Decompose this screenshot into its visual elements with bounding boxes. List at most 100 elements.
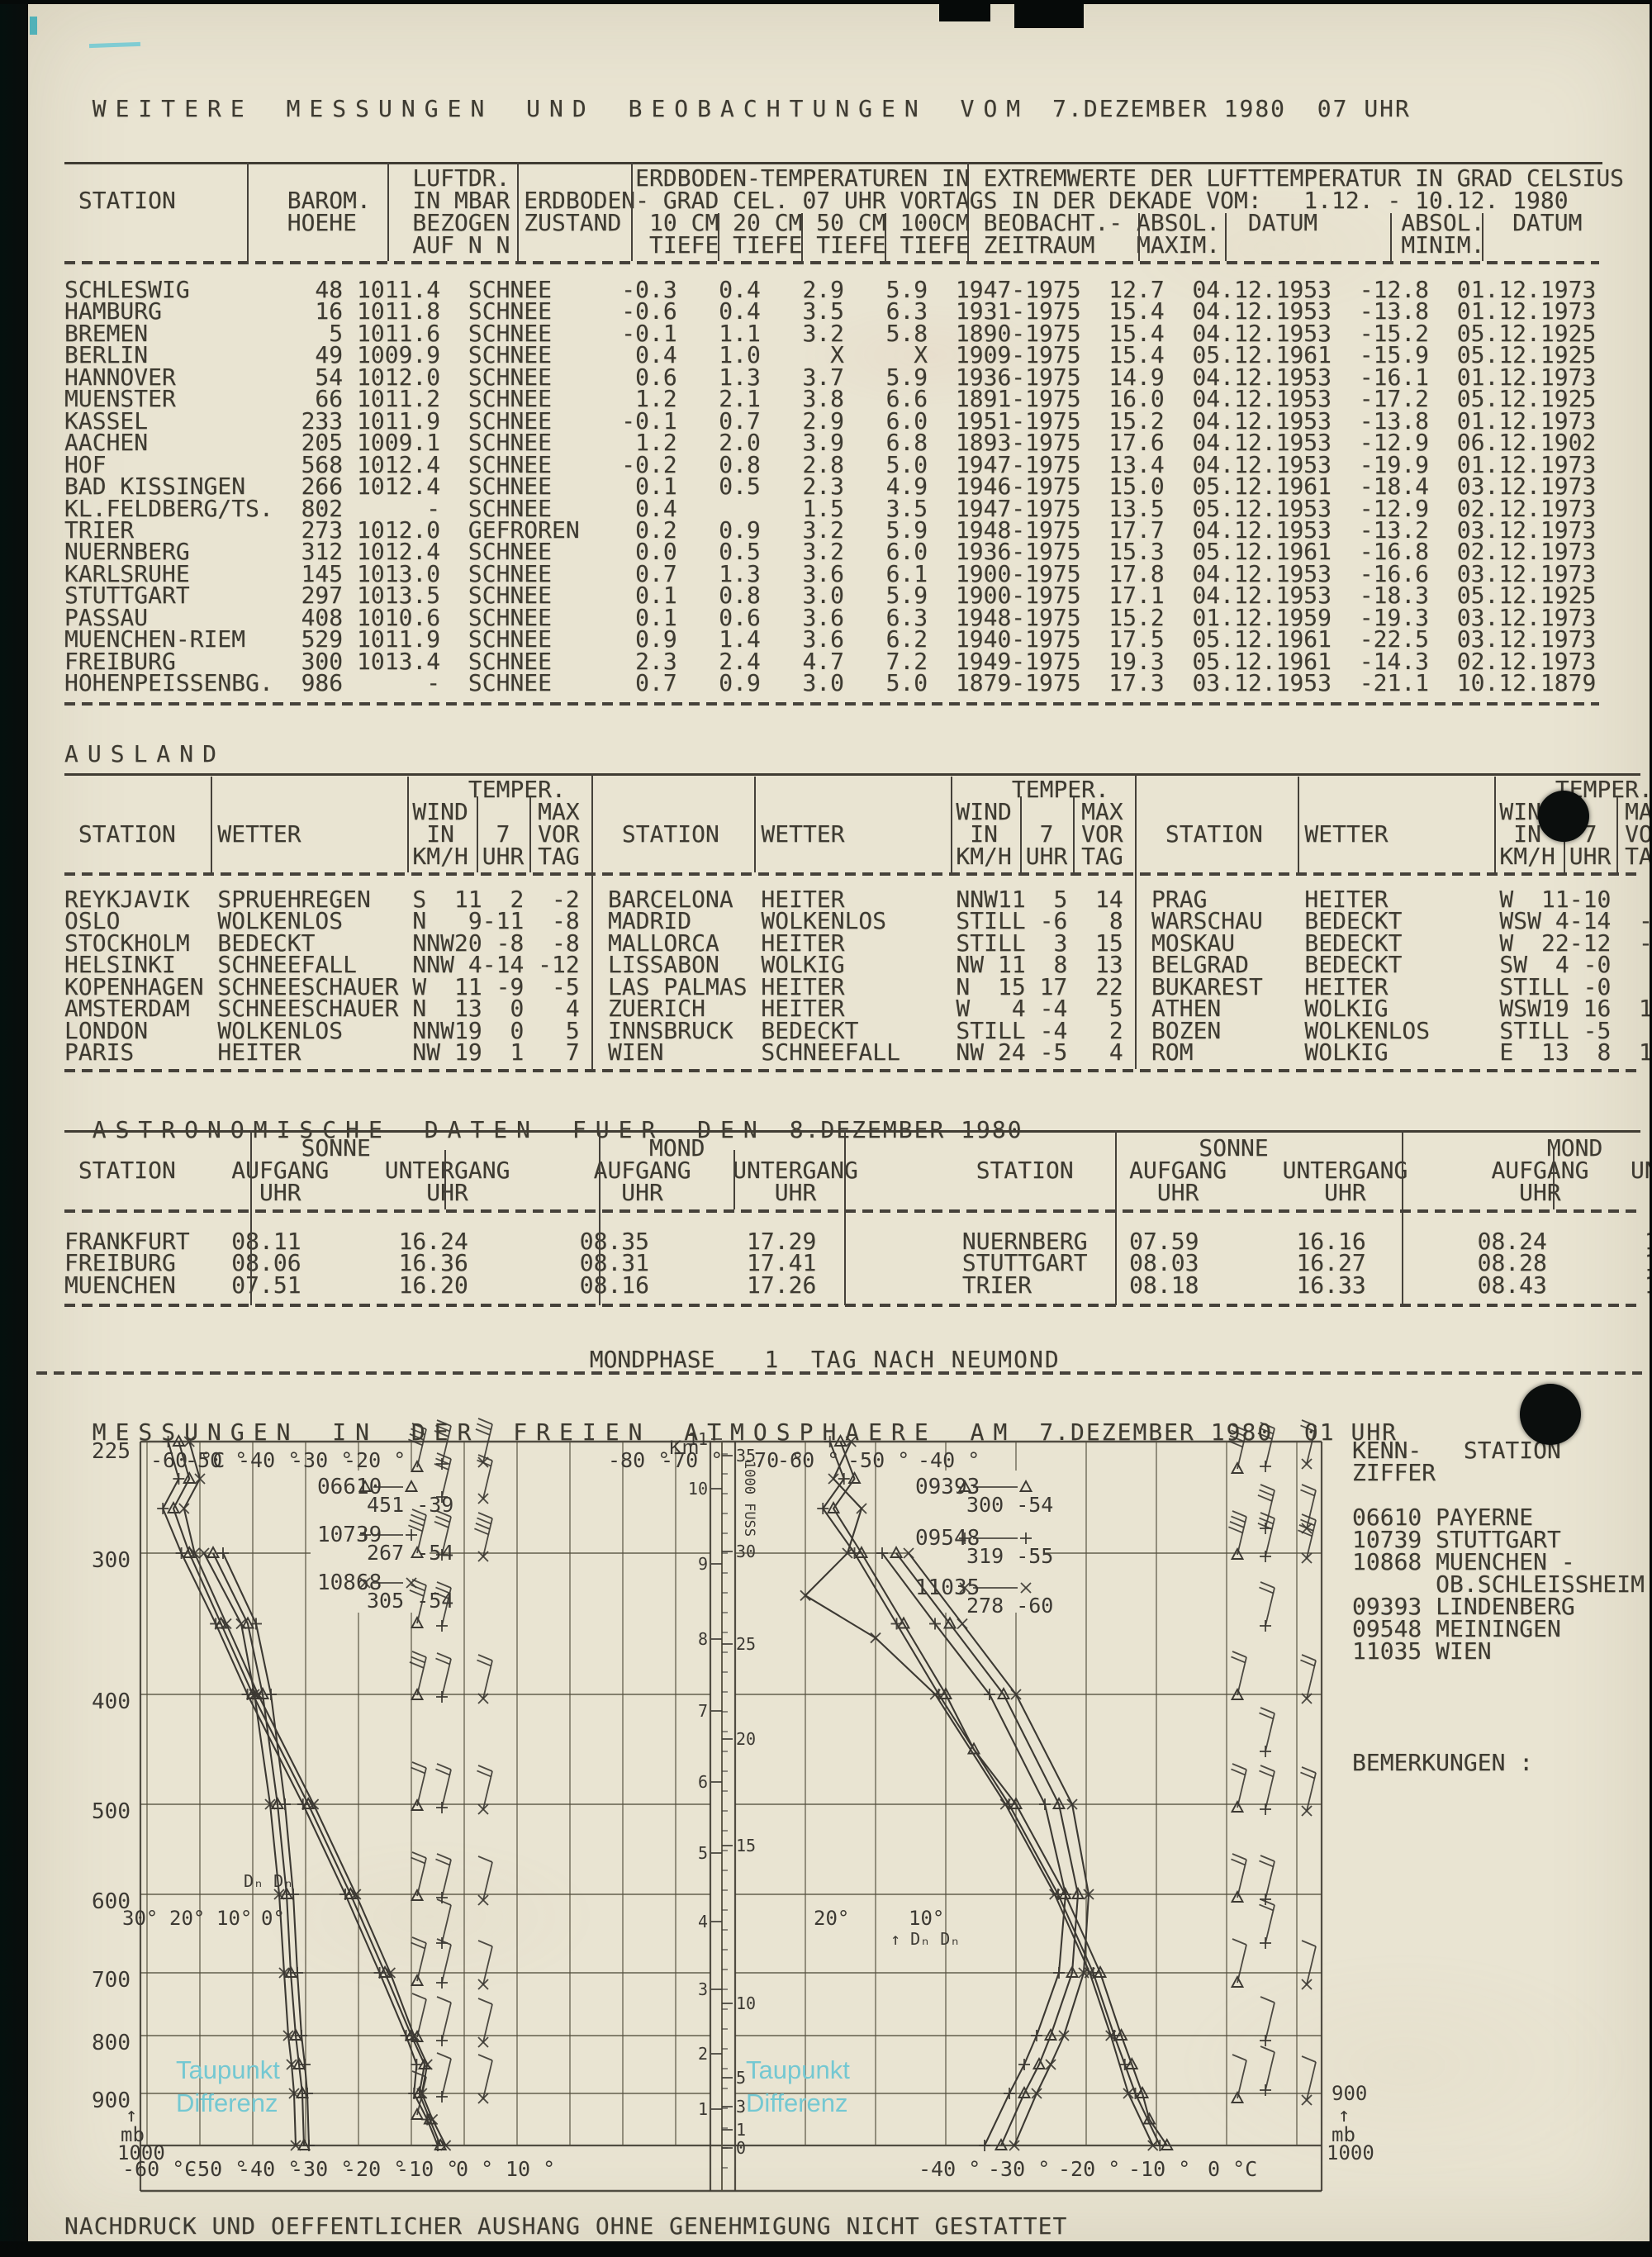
chart-label: 10°: [909, 1907, 944, 1930]
column-separator: [599, 1130, 601, 1305]
surface-table-header: LUFTDR. ERDBODEN-TEMPERATUREN IN EXTREMW…: [64, 167, 1624, 257]
table-top-border: [64, 773, 1640, 776]
astro-right-header: SONNE MOND STATION AUFGANG UNTERGANG AUF…: [851, 1137, 1652, 1205]
dashed-divider: [64, 1209, 1637, 1213]
chart-label: 0 °: [456, 2157, 493, 2181]
astro-right-rows-line: STUTTGART 08.03 16.27 08.28 17.32: [851, 1249, 1652, 1277]
chart-label: -40 °: [238, 2157, 300, 2181]
station-legend-line: 09393 LINDENBERG: [1352, 1593, 1575, 1620]
chart-label: 15: [736, 1836, 756, 1855]
chart-label: -60 °C: [122, 2157, 197, 2181]
chart-label: 1: [736, 2120, 746, 2140]
chart-label: 900: [1332, 2082, 1367, 2105]
chart-label: ↑ Dₙ Dₙ: [890, 1929, 960, 1949]
ausland-group-2-header: TEMPER. WIND MAX STATION WETTER IN 7 VOR…: [608, 778, 1123, 868]
surface-table-rows-line: KL.FELDBERG/TS. 802 - SCHNEE 0.4 1.5 3.5…: [64, 494, 1597, 522]
surface-table-rows-line: HOF 568 1012.4 SCHNEE -0.2 0.8 2.8 5.0 1…: [64, 450, 1597, 478]
column-separator: [1073, 796, 1075, 872]
column-separator: [247, 162, 249, 261]
ausland-group-1-rows-line: OSLO WOLKENLOS N 9-11 -8: [64, 907, 580, 935]
ausland-group-1-rows-line: HELSINKI SCHNEEFALL NNW 4-14 -12: [64, 951, 580, 979]
surface-table-rows-line: MUENSTER 66 1011.2 SCHNEE 1.2 2.1 3.8 6.…: [64, 385, 1597, 413]
column-separator: [631, 162, 633, 261]
surface-table-rows-line: BERLIN 49 1009.9 SCHNEE 0.4 1.0 X X 1909…: [64, 341, 1597, 369]
ausland-group-3-header-line: STATION WETTER IN 7 VOR: [1151, 820, 1652, 848]
chart-label: 225: [92, 1439, 131, 1464]
chart-label: 10: [688, 1479, 708, 1499]
cyan-edge-tick: [30, 17, 37, 35]
punch-hole: [1538, 791, 1589, 842]
ausland-group-3-header: TEMPER. WIND MAX STATION WETTER IN 7 VOR…: [1151, 778, 1652, 868]
chart-label: 1000: [1327, 2141, 1374, 2164]
station-legend-line: [1352, 1729, 1645, 1751]
column-separator: [1020, 796, 1022, 872]
chart-label: 1000: [117, 2141, 165, 2164]
surface-table-rows-line: NUERNBERG 312 1012.4 SCHNEE 0.0 0.5 3.2 …: [64, 538, 1597, 566]
chart-label: 11035: [915, 1575, 980, 1600]
station-legend: KENN- STATION ZIFFER 06610 PAYERNE 10739 S…: [1352, 1439, 1645, 1775]
ausland-group-2-rows-line: LISSABON WOLKIG NW 11 8 13: [608, 951, 1123, 979]
surface-table-header-line: STATION BAROM. IN MBAR ERDBODEN- GRAD CE…: [64, 187, 1569, 214]
station-legend-line: 10739 STUTTGART: [1352, 1526, 1561, 1553]
column-separator: [1135, 773, 1137, 1069]
footer-notice: NACHDRUCK UND OEFFENTLICHER AUSHANG OHNE…: [64, 2212, 1068, 2240]
chart-label: Taupunkt: [746, 2055, 850, 2084]
ausland-group-1-header-line: TEMPER.: [64, 776, 566, 803]
chart-label: ↑: [1338, 2103, 1350, 2126]
astro-right-rows-line: NUERNBERG 07.59 16.16 08.24 17.22: [851, 1228, 1652, 1255]
chart-label: 700: [92, 1968, 131, 1993]
ausland-group-3-rows-line: BOZEN WOLKENLOS STILL -5 1: [1151, 1016, 1652, 1044]
ausland-group-1-rows-line: AMSTERDAM SCHNEESCHAUER N 13 0 4: [64, 995, 580, 1023]
ausland-group-3-rows-line: ATHEN WOLKIG WSW19 16 14: [1151, 995, 1652, 1023]
column-separator: [529, 796, 531, 872]
ausland-group-2-header-line: STATION WETTER IN 7 VOR: [608, 820, 1123, 848]
surface-table-rows: SCHLESWIG 48 1011.4 SCHNEE -0.3 0.4 2.9 …: [64, 276, 1597, 697]
surface-table-rows-line: HOHENPEISSENBG. 986 - SCHNEE 0.7 0.9 3.0…: [64, 669, 1597, 697]
chart-label: 267 -54: [367, 1541, 453, 1565]
ausland-group-2-rows-line: WIEN SCHNEEFALL NW 24 -5 4: [608, 1038, 1123, 1067]
ausland-group-2-rows-line: MADRID WOLKENLOS STILL -6 8: [608, 907, 1123, 935]
ausland-group-2-rows-line: INNSBRUCK BEDECKT STILL -4 2: [608, 1016, 1123, 1044]
chart-label: -10 °: [396, 2157, 458, 2181]
ausland-group-3-rows-line: MOSKAU BEDECKT W 22-12 -8: [1151, 929, 1652, 957]
ausland-group-1-rows-line: LONDON WOLKENLOS NNW19 0 5: [64, 1016, 580, 1044]
surface-table-rows-line: BREMEN 5 1011.6 SCHNEE -0.1 1.1 3.2 5.8 …: [64, 319, 1597, 347]
surface-table-rows-line: HAMBURG 16 1011.8 SCHNEE -0.6 0.4 3.5 6.…: [64, 297, 1597, 325]
chart-label: 06610: [317, 1475, 382, 1499]
station-legend-line: 11035 WIEN: [1352, 1637, 1492, 1665]
chart-label: -70 °: [661, 1448, 723, 1472]
chart-label: mb: [121, 2123, 145, 2146]
astro-left-rows-line: MUENCHEN 07.51 16.20 08.16 17.26: [64, 1271, 817, 1299]
chart-label: 600: [92, 1889, 131, 1914]
ausland-group-3-rows-line: BUKAREST HEITER STILL -0 X: [1151, 972, 1652, 1000]
scan-edge-bottom: [0, 2241, 1652, 2257]
ausland-group-1-rows: REYKJAVIK SPRUEHREGEN S 11 2 -2 OSLO WOLK…: [64, 886, 580, 1064]
paper: [28, 4, 1650, 2241]
chart-label: 20°: [169, 1907, 205, 1930]
station-legend-line: [1352, 1484, 1645, 1506]
chart-label: 25: [736, 1634, 756, 1654]
column-separator: [250, 1130, 252, 1305]
chart-label: 20: [736, 1729, 756, 1749]
astro-left-header-line: UHR UHR UHR UHR: [64, 1179, 817, 1206]
ausland-group-1-rows-line: REYKJAVIK SPRUEHREGEN S 11 2 -2: [64, 886, 580, 913]
column-separator: [1138, 213, 1140, 261]
chart-label: 1000 FUSS: [741, 1461, 757, 1537]
chart-label: -60 °C: [150, 1448, 225, 1472]
surface-table-rows-line: AACHEN 205 1009.1 SCHNEE 1.2 2.0 3.9 6.8…: [64, 429, 1597, 457]
chart-label: 0: [736, 2138, 746, 2158]
chart-label: 35: [736, 1446, 756, 1466]
station-legend-line: OB.SCHLEISSHEIM: [1352, 1570, 1645, 1598]
surface-table-rows-line: SCHLESWIG 48 1011.4 SCHNEE -0.3 0.4 2.9 …: [64, 276, 1597, 303]
column-separator: [1298, 777, 1299, 872]
table-top-border: [64, 162, 1602, 164]
surface-table-rows-line: TRIER 273 1012.0 GEFROREN 0.2 0.9 3.2 5.…: [64, 516, 1597, 544]
ausland-group-1-header-line: WIND MAX: [64, 798, 580, 825]
chart-label: 6: [698, 1772, 708, 1792]
column-separator: [591, 773, 593, 1069]
chart-label: 0 °C: [1208, 2157, 1257, 2181]
chart-label: Taupunkt: [176, 2055, 280, 2084]
scan-edge-right: [1650, 0, 1652, 2257]
chart-label: 319 -55: [966, 1544, 1053, 1568]
page-title-text: WEITERE MESSUNGEN UND BEOBACHTUNGEN VOM: [92, 95, 1030, 122]
